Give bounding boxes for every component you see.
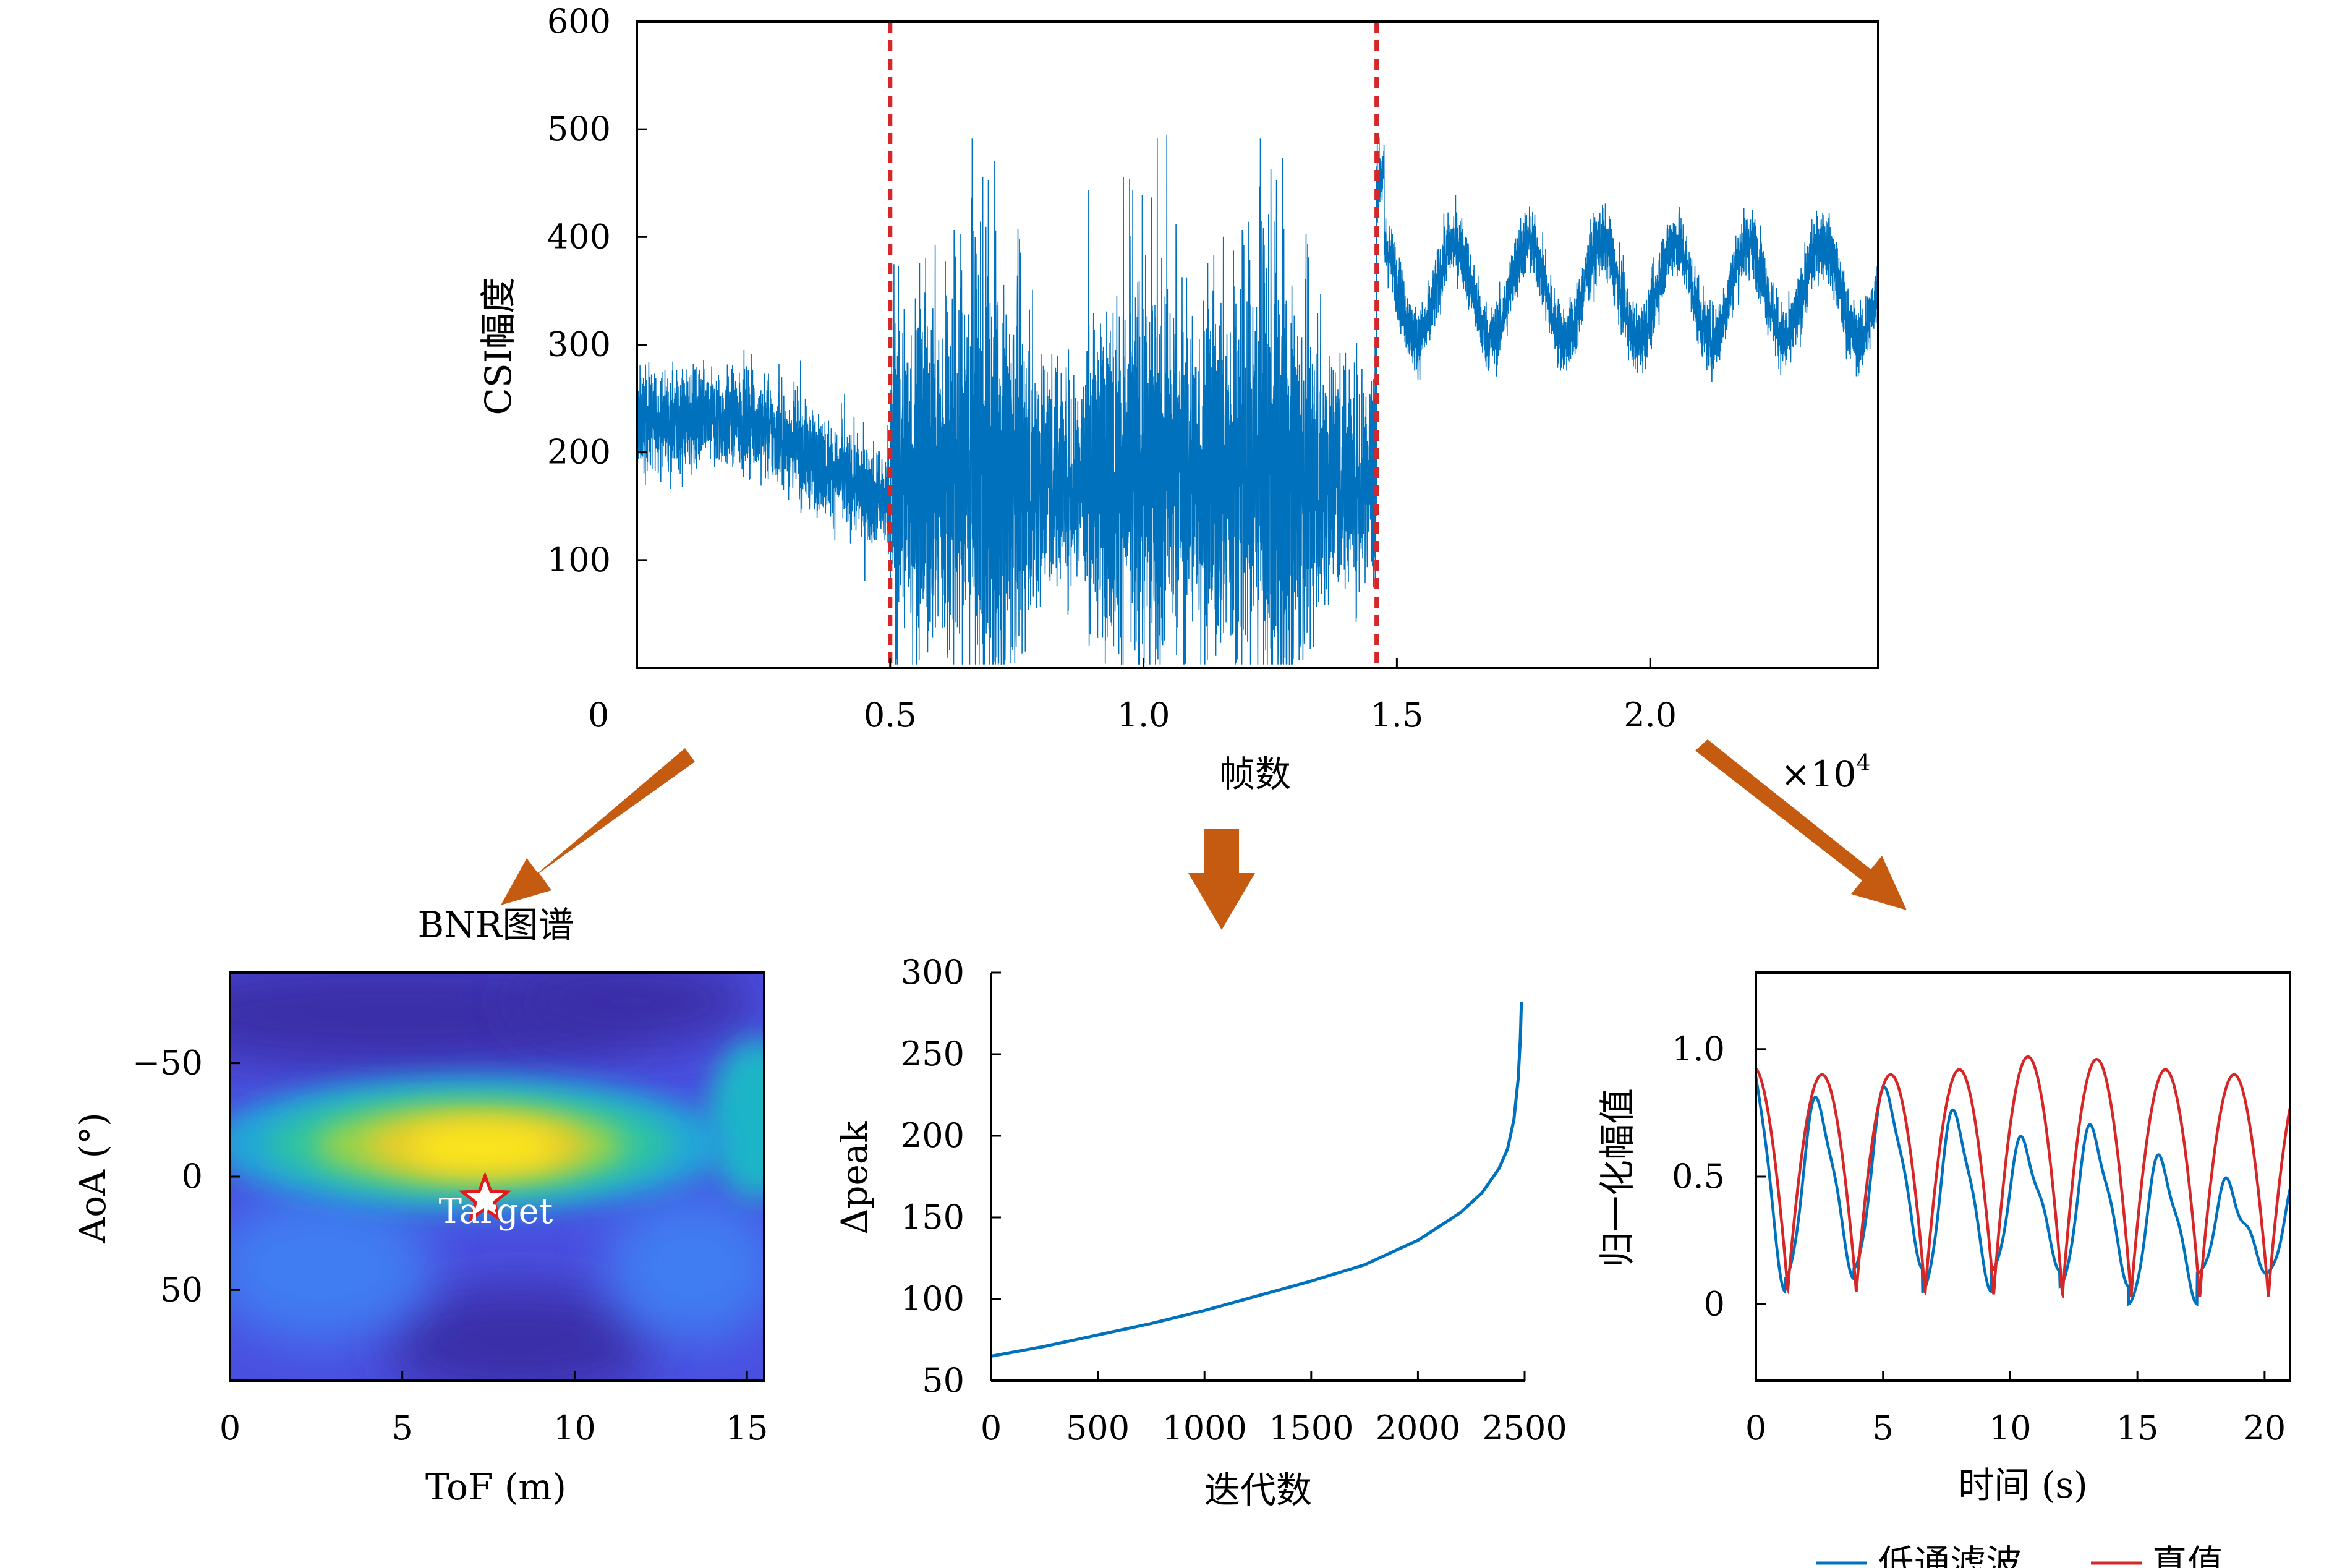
y-tick-label: 300 [547,325,611,364]
heatmap-peak [408,1126,556,1168]
ground-truth-series [1755,1055,2292,1299]
flow-arrows [501,739,1907,930]
x-tick-label: 1.5 [1370,696,1423,735]
x-tick-label: 10 [1989,1408,2032,1447]
heatmap-x-ticks: 0 5 10 15 [219,1371,768,1447]
x-tick-label: 0 [981,1408,1002,1447]
x-tick-label: 1000 [1162,1408,1246,1447]
iteration-x-axis-label: 迭代数 [1204,1469,1312,1511]
breath-y-axis-label: 归一化幅值 [1596,1088,1638,1268]
x-multiplier-label: ×104 [1781,751,1870,795]
x-tick-label: 15 [2116,1408,2159,1447]
target-star-icon [458,1171,512,1222]
heatmap-dark-region [383,1286,655,1381]
csi-y-axis-label: CSI幅度 [477,277,519,415]
y-tick-label: 0.5 [1672,1157,1725,1196]
csi-x-axis-label: 帧数 [1219,753,1291,795]
y-tick-label: 200 [901,1116,964,1155]
arrow-to-iteration [1188,829,1255,930]
heatmap-y-axis-label: AoA (°) [72,1112,114,1243]
x-tick-label: 20 [2243,1408,2286,1447]
y-tick-label: 50 [922,1361,964,1400]
heatmap-y-ticks: −50 0 50 [132,1044,240,1309]
heatmap-x-axis-label: ToF (m) [425,1466,566,1508]
delta-peak-series [990,1002,1523,1358]
y-tick-label: −50 [132,1044,203,1083]
y-tick-label: 50 [160,1270,203,1309]
y-tick-label: 100 [547,540,611,579]
y-tick-label: 600 [547,2,611,41]
csi-x-ticks: 0 0.5 1.0 1.5 2.0 [588,658,1677,735]
y-tick-label: 0 [1704,1284,1725,1323]
y-tick-label: 250 [901,1034,964,1073]
normalized-amplitude-chart: 0 5 10 15 20 0 0.5 1.0 时间 (s) 归一化幅值 低通滤波 真值 [1596,971,2292,1568]
x-multiplier-exponent: 4 [1856,751,1870,776]
x-tick-label: 0 [219,1408,241,1447]
arrow-to-breath [1695,739,1907,910]
y-tick-label: 300 [901,953,964,992]
x-tick-label: 1.0 [1117,696,1170,735]
breath-x-axis-label: 时间 (s) [1958,1464,2087,1506]
y-tick-label: 500 [547,109,611,148]
y-tick-label: 400 [547,217,611,256]
breath-x-ticks: 0 5 10 15 20 [1745,1371,2286,1447]
heatmap-dark-region [507,973,754,1045]
y-tick-label: 100 [901,1279,964,1318]
legend-label-truth: 真值 [2152,1542,2223,1568]
bnr-heatmap-title: BNR图谱 [417,904,574,946]
bnr-heatmap: BNR图谱 Target 0 5 10 15 −50 0 50 ToF (m) AoA (… [72,904,768,1508]
x-tick-label: 2000 [1376,1408,1460,1447]
y-tick-label: 0 [182,1157,203,1196]
x-tick-label: 5 [392,1408,413,1447]
x-tick-label: 5 [1873,1408,1894,1447]
x-tick-label: 0.5 [864,696,917,735]
csi-amplitude-series [636,134,1879,665]
heatmap-mid-region [708,1039,764,1199]
x-tick-label: 500 [1066,1408,1130,1447]
heatmap-mid-region [606,1193,764,1342]
x-tick-label: 0 [588,696,609,735]
y-tick-label: 200 [547,433,611,472]
x-tick-label: 15 [726,1408,768,1447]
x-tick-label: 10 [553,1408,596,1447]
x-tick-label: 1500 [1269,1408,1353,1447]
heatmap-mid-region [230,1193,433,1342]
x-tick-label: 2500 [1482,1408,1567,1447]
x-tick-label: 2.0 [1624,696,1677,735]
legend-label-lowpass: 低通滤波 [1878,1542,2022,1568]
arrow-to-bnr [501,748,695,905]
y-tick-label: 1.0 [1672,1029,1725,1068]
target-annotation: Target [439,1191,553,1232]
csi-y-ticks: 100 200 300 400 500 600 [547,2,647,579]
iteration-y-ticks: 50 100 150 200 250 300 [901,953,1001,1400]
iteration-x-ticks: 0 500 1000 1500 2000 2500 [981,1371,1567,1447]
iteration-chart: 0 500 1000 1500 2000 2500 50 100 150 200 250 300 迭… [833,953,1567,1511]
breath-y-ticks: 0 0.5 1.0 [1672,1029,1766,1323]
breath-legend: 低通滤波 真值 [1816,1542,2223,1568]
x-tick-label: 0 [1745,1408,1766,1447]
csi-amplitude-chart: 0 0.5 1.0 1.5 2.0 100 200 300 400 500 600 CSI幅度 帧… [477,2,1879,795]
y-tick-label: 150 [901,1198,964,1237]
iteration-y-axis-label: Δpeak [833,1121,875,1235]
